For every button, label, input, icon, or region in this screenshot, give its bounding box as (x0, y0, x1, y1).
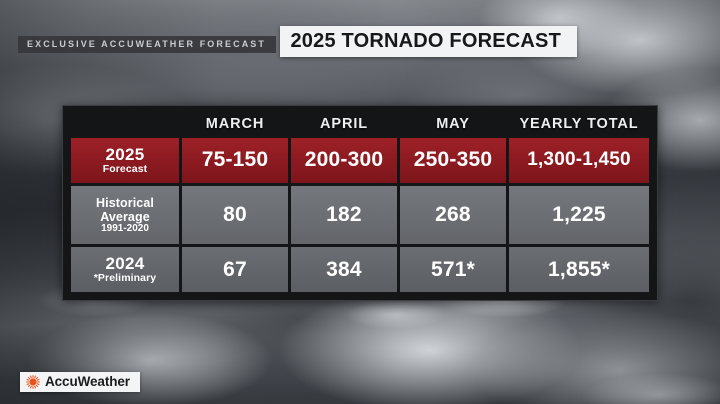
accuweather-logo-text: AccuWeather (45, 374, 130, 390)
column-header-may: MAY (436, 116, 470, 132)
forecast-table: MARCH APRIL MAY YEARLY TOTAL 2025 Foreca… (68, 110, 652, 295)
row-label-title: 2024 (105, 253, 145, 273)
cell-historical-april: 182 (291, 185, 397, 245)
row-label-subtitle: *Preliminary (93, 272, 157, 285)
cell-2024-march: 67 (182, 247, 288, 292)
table-row: 2024 *Preliminary 67 384 571* 1,855* (71, 247, 649, 292)
cell-historical-march: 80 (182, 185, 288, 245)
forecast-table-panel: MARCH APRIL MAY YEARLY TOTAL 2025 Foreca… (62, 105, 658, 301)
row-label-2024-preliminary: 2024 *Preliminary (71, 247, 179, 292)
table-header: MARCH APRIL MAY YEARLY TOTAL (71, 113, 649, 135)
row-label-title: 2025 (105, 144, 145, 164)
row-label-title: Historical (96, 195, 154, 210)
cell-2025-march: 75-150 (182, 138, 288, 183)
table-header-row: MARCH APRIL MAY YEARLY TOTAL (71, 113, 649, 135)
accuweather-logo: AccuWeather (20, 372, 140, 392)
table-body: 2025 Forecast 75-150 200-300 250-350 1,3… (71, 138, 649, 292)
cell-2024-april: 384 (291, 247, 397, 292)
row-label-subtitle: Forecast (102, 163, 148, 176)
banner-kicker: EXCLUSIVE ACCUWEATHER FORECAST (18, 36, 277, 53)
row-label-historical-average: Historical Average 1991-2020 (71, 185, 179, 245)
cell-2024-may: 571* (400, 247, 506, 292)
column-header-april: APRIL (320, 116, 368, 132)
table-row: Historical Average 1991-2020 80 182 268 … (71, 185, 649, 245)
cell-2025-yearly-total: 1,300-1,450 (509, 138, 649, 183)
sun-icon (26, 375, 40, 389)
page-title: 2025 TORNADO FORECAST (280, 26, 578, 57)
cell-2024-yearly-total: 1,855* (509, 247, 649, 292)
column-header-march: MARCH (205, 116, 265, 132)
row-label-subtitle: Average (100, 209, 150, 224)
row-label-years: 1991-2020 (101, 222, 149, 234)
cell-2025-may: 250-350 (400, 138, 506, 183)
row-label-2025-forecast: 2025 Forecast (71, 138, 179, 183)
cell-2025-april: 200-300 (291, 138, 397, 183)
column-header-blank (71, 113, 179, 135)
column-header-yearly-total: YEARLY TOTAL (519, 116, 639, 132)
cell-historical-may: 268 (400, 185, 506, 245)
title-banner: EXCLUSIVE ACCUWEATHER FORECAST 2025 TORN… (18, 24, 578, 57)
cell-historical-yearly-total: 1,225 (509, 185, 649, 245)
table-row: 2025 Forecast 75-150 200-300 250-350 1,3… (71, 138, 649, 183)
